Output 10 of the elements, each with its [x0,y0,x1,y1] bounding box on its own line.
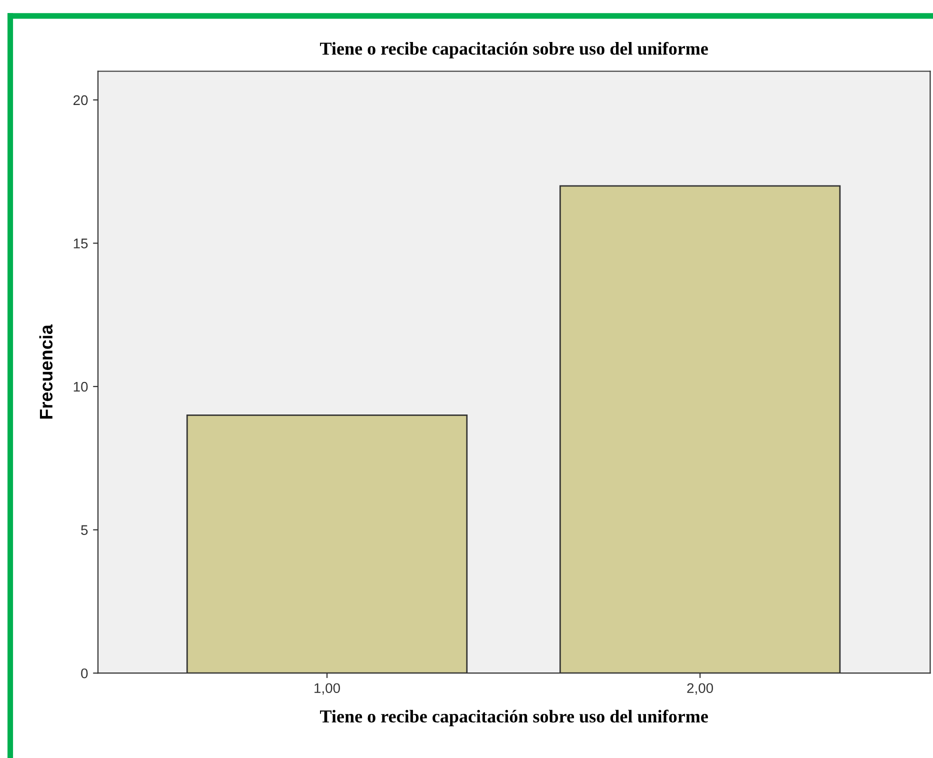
chart-title: Tiene o recibe capacitación sobre uso del uniforme [320,42,708,58]
y-tick-label: 5 [81,525,88,535]
y-tick-label: 15 [74,238,88,248]
x-axis-title: Tiene o recibe capacitación sobre uso del uniforme [320,710,708,726]
y-tick-label: 10 [74,382,88,392]
x-tick-label: 2,00 [687,683,714,695]
x-tick-label: 1,00 [314,683,340,695]
y-tick-label: 0 [81,668,88,678]
y-tick-label: 20 [73,95,88,106]
y-axis-title: Frecuencia [39,324,53,419]
